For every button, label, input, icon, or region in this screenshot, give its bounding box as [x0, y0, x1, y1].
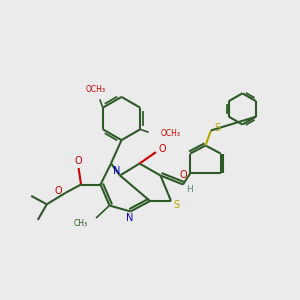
Text: O: O: [55, 185, 63, 196]
Text: N: N: [113, 166, 120, 176]
Text: S: S: [214, 122, 220, 133]
Text: O: O: [75, 156, 83, 167]
Text: N: N: [126, 213, 134, 223]
Text: OCH₃: OCH₃: [160, 129, 181, 138]
Text: O: O: [159, 143, 167, 154]
Text: OCH₃: OCH₃: [85, 85, 105, 94]
Text: O: O: [180, 170, 188, 180]
Text: H: H: [186, 185, 193, 194]
Text: CH₃: CH₃: [74, 219, 88, 228]
Text: S: S: [173, 200, 179, 211]
